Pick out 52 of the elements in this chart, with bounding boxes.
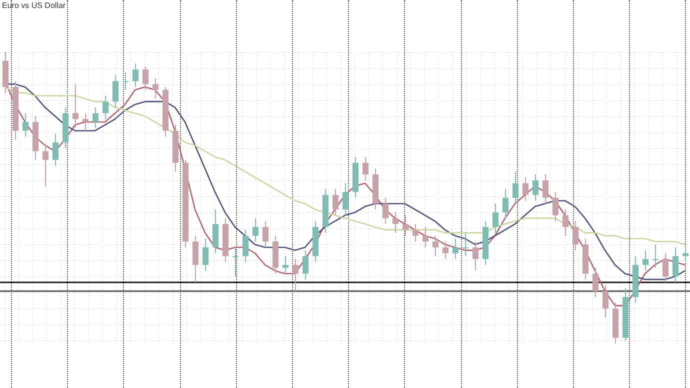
candlestick <box>642 250 648 272</box>
candlestick <box>132 63 138 88</box>
candlestick <box>462 232 468 257</box>
chart-title: Euro vs US Dollar <box>2 1 66 10</box>
candlestick <box>662 252 668 283</box>
candlestick <box>442 241 448 260</box>
candlestick <box>212 208 218 254</box>
candlestick <box>102 95 108 120</box>
candlestick <box>232 246 238 278</box>
candlestick <box>502 188 508 219</box>
candlestick <box>42 144 48 187</box>
candlestick <box>302 250 308 280</box>
candlestick <box>192 235 198 283</box>
candlestick <box>92 106 98 128</box>
candlestick <box>552 191 558 222</box>
candlestick <box>362 156 368 181</box>
candlestick <box>112 74 118 108</box>
candlestick <box>542 174 548 204</box>
candlestick <box>652 244 658 268</box>
candlestick <box>402 214 408 236</box>
candlestick <box>292 258 298 292</box>
candlestick <box>52 133 58 166</box>
candlestick <box>562 208 568 236</box>
candlestick <box>472 241 478 272</box>
candlestick <box>412 224 418 242</box>
candlestick <box>512 171 518 204</box>
candlestick <box>532 174 538 202</box>
candlestick <box>492 203 498 234</box>
candlestick <box>142 66 148 90</box>
candlestick <box>122 72 128 90</box>
candlestick <box>152 78 158 100</box>
candlestick <box>202 238 208 272</box>
candlestick <box>22 112 28 138</box>
candlestick <box>382 197 388 225</box>
candlestick <box>592 267 598 298</box>
candlestick <box>242 229 248 262</box>
candlestick <box>572 220 578 251</box>
candlestick <box>262 220 268 248</box>
candlestick <box>672 246 678 283</box>
candlestick <box>392 212 398 234</box>
candlestick <box>342 182 348 216</box>
candlestick <box>682 244 688 262</box>
candlestick <box>522 176 528 202</box>
candlestick <box>422 226 428 248</box>
candlestick <box>282 256 288 274</box>
candlestick <box>452 238 458 260</box>
candlestick <box>82 112 88 132</box>
candlestick <box>252 218 258 242</box>
candlestick <box>332 188 338 216</box>
candlestick <box>432 235 438 257</box>
candlestick <box>72 84 78 128</box>
candlestick <box>602 284 608 318</box>
